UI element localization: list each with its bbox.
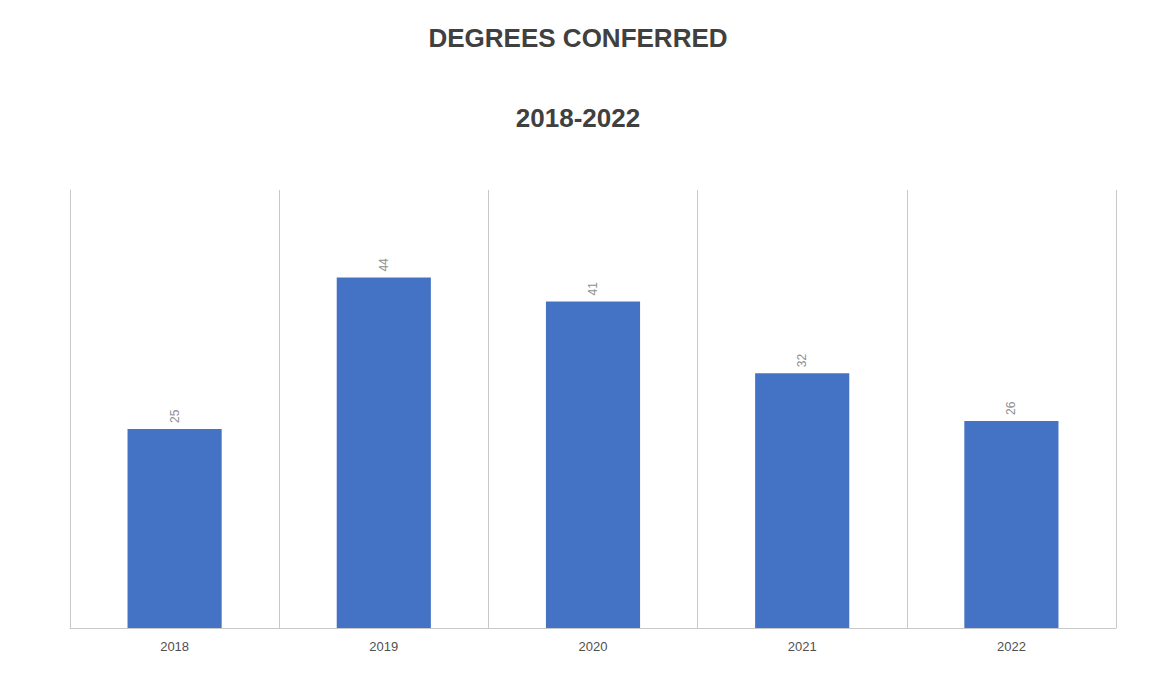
svg-text:32: 32 (795, 353, 809, 367)
svg-text:41: 41 (586, 282, 600, 296)
svg-text:2022: 2022 (997, 639, 1026, 654)
svg-text:25: 25 (168, 409, 182, 423)
svg-text:26: 26 (1004, 401, 1018, 415)
svg-text:2018-2022: 2018-2022 (516, 103, 640, 133)
svg-text:44: 44 (377, 258, 391, 272)
svg-text:DEGREES CONFERRED: DEGREES CONFERRED (428, 23, 727, 53)
svg-text:2018: 2018 (160, 639, 189, 654)
svg-text:2019: 2019 (369, 639, 398, 654)
svg-text:2020: 2020 (579, 639, 608, 654)
svg-text:2021: 2021 (788, 639, 817, 654)
